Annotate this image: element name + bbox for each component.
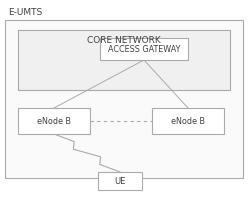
Bar: [5, 20, 243, 178]
Text: eNode B: eNode B: [37, 117, 71, 125]
Bar: [18, 30, 230, 90]
Text: E-UMTS: E-UMTS: [8, 8, 42, 17]
Bar: [152, 108, 224, 134]
Text: ACCESS GATEWAY: ACCESS GATEWAY: [108, 44, 180, 54]
Bar: [18, 108, 90, 134]
Bar: [98, 172, 142, 190]
Text: UE: UE: [114, 177, 126, 185]
Text: CORE NETWORK: CORE NETWORK: [87, 36, 161, 45]
Text: eNode B: eNode B: [171, 117, 205, 125]
Bar: [100, 38, 188, 60]
